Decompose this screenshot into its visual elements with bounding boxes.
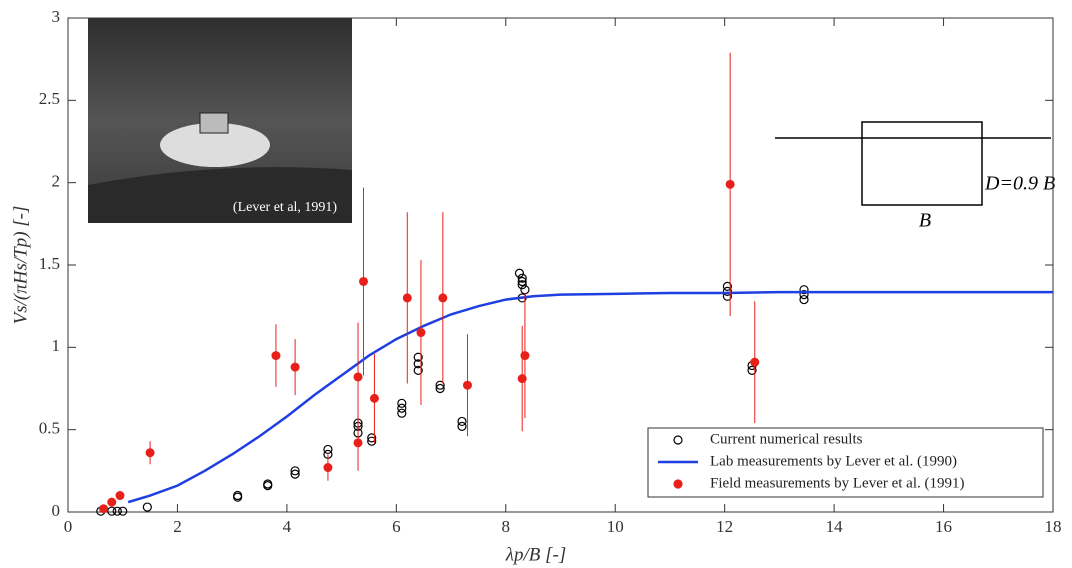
data-point [435,380,445,390]
y-tick-label: 2 [52,172,61,191]
data-point [142,502,152,512]
x-tick-label: 14 [826,517,844,536]
splash [160,123,270,167]
data-point [359,276,368,286]
data-point [369,393,379,403]
data-point [323,463,333,473]
data-point [517,276,527,287]
data-point [397,398,407,408]
data-point [118,506,128,516]
data-point [107,497,117,507]
data-line [127,290,1053,504]
x-tick-label: 18 [1045,517,1062,536]
y-tick-label: 2.5 [39,89,60,108]
data-point [517,273,527,283]
y-tick-label: 3 [52,7,61,26]
y-tick-label: 0 [52,501,61,520]
data-point [413,352,423,362]
legend-swatch [673,435,683,445]
y-axis-label: Vs/(πHs/Tp) [-] [10,206,31,325]
x-tick-label: 2 [173,517,182,536]
legend-box [647,427,1044,498]
x-tick-label: 8 [502,517,511,536]
data-point [367,436,377,446]
legend-label: Lab measurements by Lever et al. (1990) [710,453,957,469]
x-tick-label: 0 [64,517,73,536]
data-point [457,421,467,431]
data-point [107,506,117,516]
x-tick-label: 12 [716,517,733,536]
data-point [438,293,448,303]
data-point [271,351,281,361]
hull [88,167,352,223]
data-point [462,380,472,390]
data-point [517,280,527,290]
buoy [199,112,229,134]
data-point [799,290,809,300]
inset-photo: (Lever et al, 1991) [88,18,352,223]
y-tick-label: 0.5 [39,419,60,438]
data-point [99,504,109,514]
legend-label: Field measurements by Lever et al. (1991… [710,475,965,491]
legend-label: Current numerical results [710,431,863,447]
data-point [145,448,155,458]
legend-swatch [673,479,683,489]
data-point [233,490,243,501]
data-point [520,351,530,361]
data-point [435,383,445,394]
x-tick-label: 10 [607,517,624,536]
data-point [290,469,300,479]
data-point [112,506,122,516]
data-point [397,403,407,413]
body-box [861,121,983,206]
data-point [416,328,426,338]
data-point [290,466,300,476]
x-tick-label: 16 [935,517,952,536]
data-point [290,362,300,372]
y-tick-label: 1 [52,336,61,355]
depth-label: D=0.9 B [984,173,1055,195]
data-point [722,281,733,292]
x-tick-label: 6 [392,517,401,536]
data-point [799,294,809,305]
data-point [397,408,407,418]
width-label: B [919,210,931,232]
data-point [353,372,363,382]
data-point [750,357,760,367]
data-point [367,433,377,443]
data-point [722,286,733,296]
x-tick-label: 4 [283,517,292,536]
data-point [263,479,273,489]
x-axis-label: λp/B [-] [505,544,566,565]
data-point [353,438,363,448]
data-point [413,359,423,369]
y-tick-label: 1.5 [39,254,60,273]
diagram: D=0.9 B B [775,121,1055,232]
inset-caption: (Lever et al, 1991) [233,200,338,215]
data-point [514,268,525,278]
data-point [457,416,467,427]
data-point [115,491,125,501]
data-point [799,285,809,295]
data-point [747,365,757,375]
data-point [725,179,735,189]
data-point [323,444,333,455]
data-point [413,365,423,375]
data-point [402,293,412,303]
